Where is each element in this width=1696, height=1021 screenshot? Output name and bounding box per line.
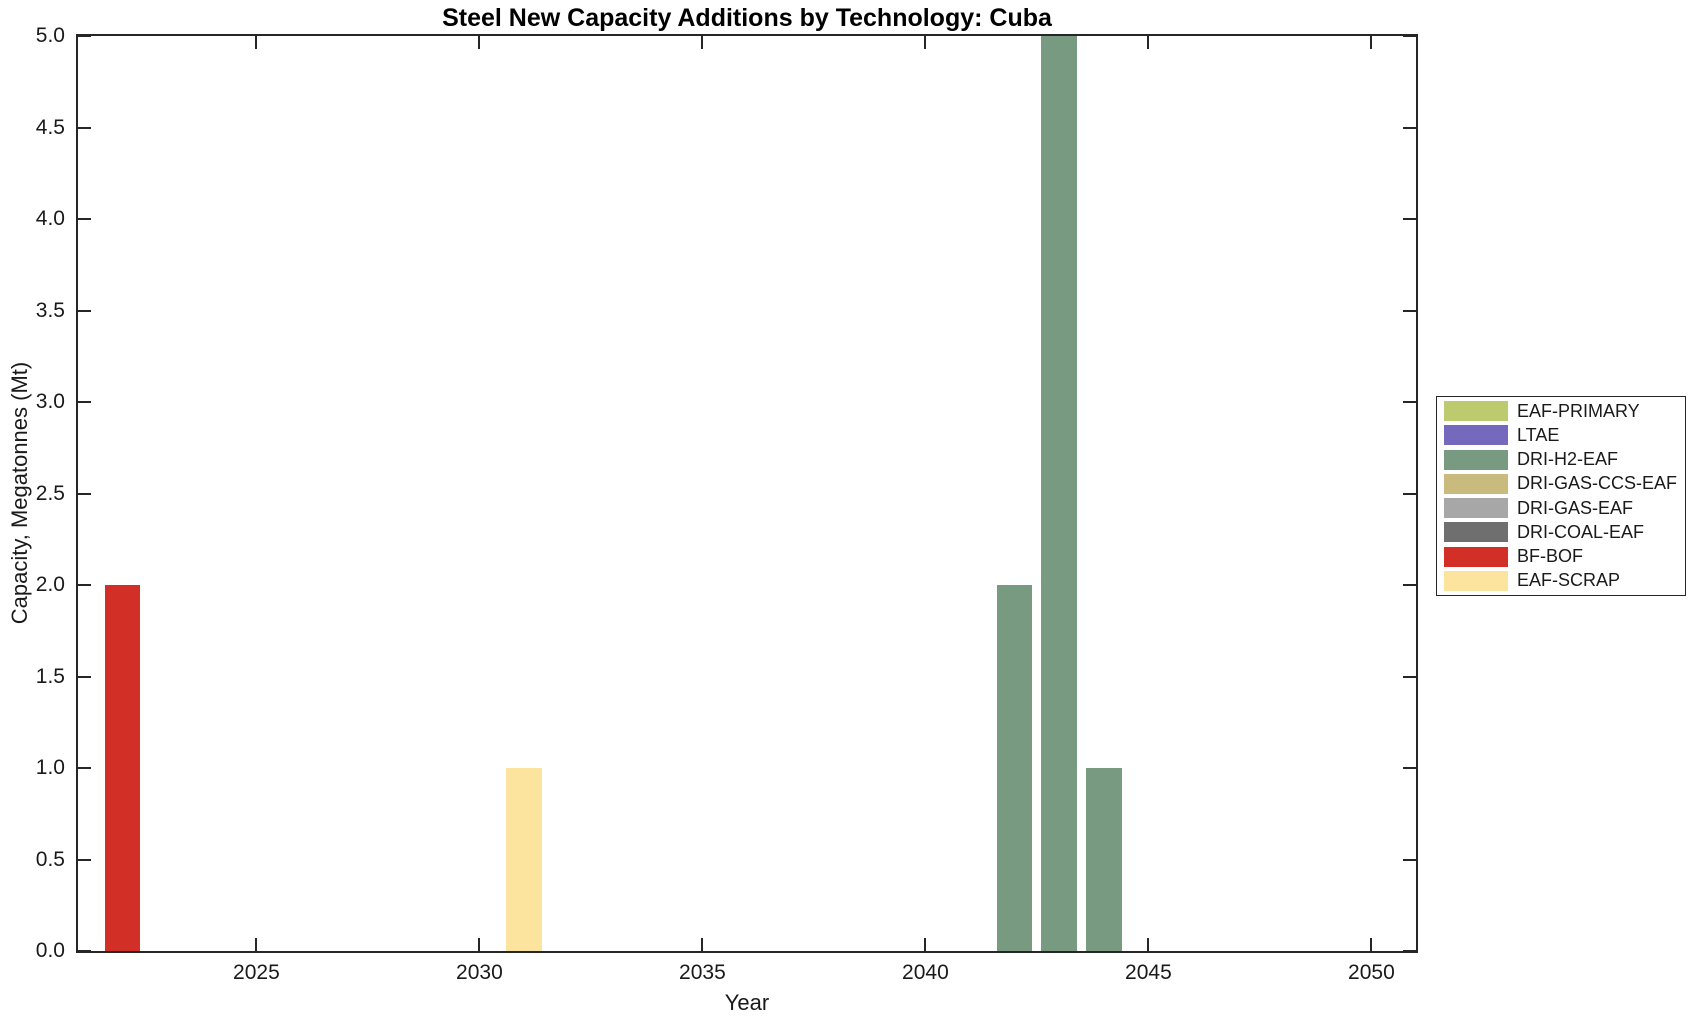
y-tick [78, 309, 91, 312]
y-tick-right [1403, 309, 1416, 312]
y-tick [78, 858, 91, 861]
y-tick-label: 1.0 [35, 756, 65, 779]
x-tick-label: 2030 [456, 961, 503, 984]
legend-label: DRI-GAS-CCS-EAF [1517, 473, 1678, 494]
y-tick [78, 126, 91, 129]
bar-dri-h2-eaf-2043 [1041, 36, 1078, 951]
legend-label: LTAE [1517, 424, 1560, 445]
bar-dri-h2-eaf-2042 [996, 585, 1033, 951]
y-tick-right [1403, 35, 1416, 37]
legend-row-eaf-scrap: EAF-SCRAP [1437, 569, 1685, 593]
bar-bf-bof-2022 [104, 585, 141, 951]
legend-swatch-eaf-scrap [1444, 570, 1508, 591]
legend: EAF-PRIMARY LTAE DRI-H2-EAF DRI-GAS-CCS-EAF… [1436, 396, 1686, 596]
x-tick-top [701, 36, 704, 49]
y-tick-right [1403, 401, 1416, 403]
x-tick-top [1147, 36, 1150, 49]
y-tick [78, 35, 91, 37]
x-tick-top [255, 36, 258, 49]
x-tick-label: 2050 [1348, 961, 1395, 984]
y-tick [78, 218, 91, 220]
x-tick-label: 2025 [233, 961, 280, 984]
x-tick [701, 938, 704, 951]
y-tick-right [1403, 126, 1416, 129]
x-tick-label: 2045 [1125, 961, 1172, 984]
legend-row-dri-h2-eaf: DRI-H2-EAF [1437, 448, 1685, 472]
y-tick-right [1403, 767, 1416, 769]
y-tick-label: 5.0 [35, 24, 65, 47]
x-tick [924, 938, 927, 951]
legend-swatch-ltae [1444, 425, 1508, 446]
legend-swatch-dri-coal-eaf [1444, 522, 1508, 543]
legend-row-dri-coal-eaf: DRI-COAL-EAF [1437, 520, 1685, 544]
x-tick-top [1370, 36, 1373, 49]
y-tick [78, 767, 91, 769]
legend-row-ltae: LTAE [1437, 423, 1685, 447]
y-tick-label: 2.5 [35, 481, 65, 505]
x-axis-label: Year [724, 990, 770, 1015]
legend-label: DRI-H2-EAF [1517, 449, 1619, 470]
y-tick [78, 584, 91, 586]
legend-row-dri-gas-eaf: DRI-GAS-EAF [1437, 496, 1685, 520]
legend-row-eaf-primary: EAF-PRIMARY [1437, 399, 1685, 423]
bar-dri-h2-eaf-2044 [1086, 768, 1122, 951]
y-tick-label: 2.0 [35, 573, 65, 596]
legend-label: EAF-SCRAP [1517, 570, 1621, 591]
y-tick-right [1403, 675, 1416, 678]
x-tick-top [924, 36, 927, 49]
plot-area: 2025 2030 2035 2040 2045 2050 0.0 0.5 1.0 1.5 2.0 2… [36, 25, 1418, 984]
legend-label: DRI-GAS-EAF [1517, 497, 1634, 518]
y-tick-label: 1.5 [35, 664, 65, 688]
legend-label: EAF-PRIMARY [1517, 400, 1640, 421]
legend-swatch-dri-gas-eaf [1444, 498, 1508, 519]
chart-title: Steel New Capacity Additions by Technolo… [442, 4, 1052, 32]
x-tick [1147, 938, 1150, 951]
legend-row-dri-gas-ccs-eaf: DRI-GAS-CCS-EAF [1437, 472, 1685, 496]
legend-row-bf-bof: BF-BOF [1437, 545, 1685, 569]
x-tick [1370, 938, 1373, 951]
y-tick [78, 950, 91, 952]
legend-swatch-dri-gas-ccs-eaf [1444, 473, 1508, 494]
y-tick-right [1403, 584, 1416, 586]
y-tick-right [1403, 492, 1416, 495]
y-tick [78, 492, 91, 495]
y-tick-label: 0.0 [35, 939, 65, 962]
legend-swatch-eaf-primary [1444, 401, 1508, 422]
x-tick [478, 938, 481, 951]
y-tick-right [1403, 218, 1416, 220]
y-tick-right [1403, 858, 1416, 861]
legend-label: DRI-COAL-EAF [1517, 521, 1645, 542]
legend-swatch-dri-h2-eaf [1444, 449, 1508, 470]
y-tick-right [1403, 950, 1416, 952]
legend-label: BF-BOF [1517, 546, 1583, 567]
y-tick-label: 3.5 [35, 298, 65, 322]
y-axis-label: Capacity, Megatonnes (Mt) [7, 361, 32, 625]
x-tick-label: 2040 [902, 961, 949, 984]
x-tick [255, 938, 258, 951]
y-tick-label: 3.0 [35, 390, 65, 413]
legend-swatch-bf-bof [1444, 546, 1508, 567]
y-tick-label: 4.0 [35, 207, 65, 230]
y-tick-label: 0.5 [35, 847, 65, 871]
bar-eaf-scrap-2031 [506, 768, 542, 951]
y-tick [78, 401, 91, 403]
y-tick-label: 4.5 [35, 115, 65, 139]
x-tick-top [478, 36, 481, 49]
x-tick-label: 2035 [679, 961, 726, 984]
y-tick [78, 675, 91, 678]
